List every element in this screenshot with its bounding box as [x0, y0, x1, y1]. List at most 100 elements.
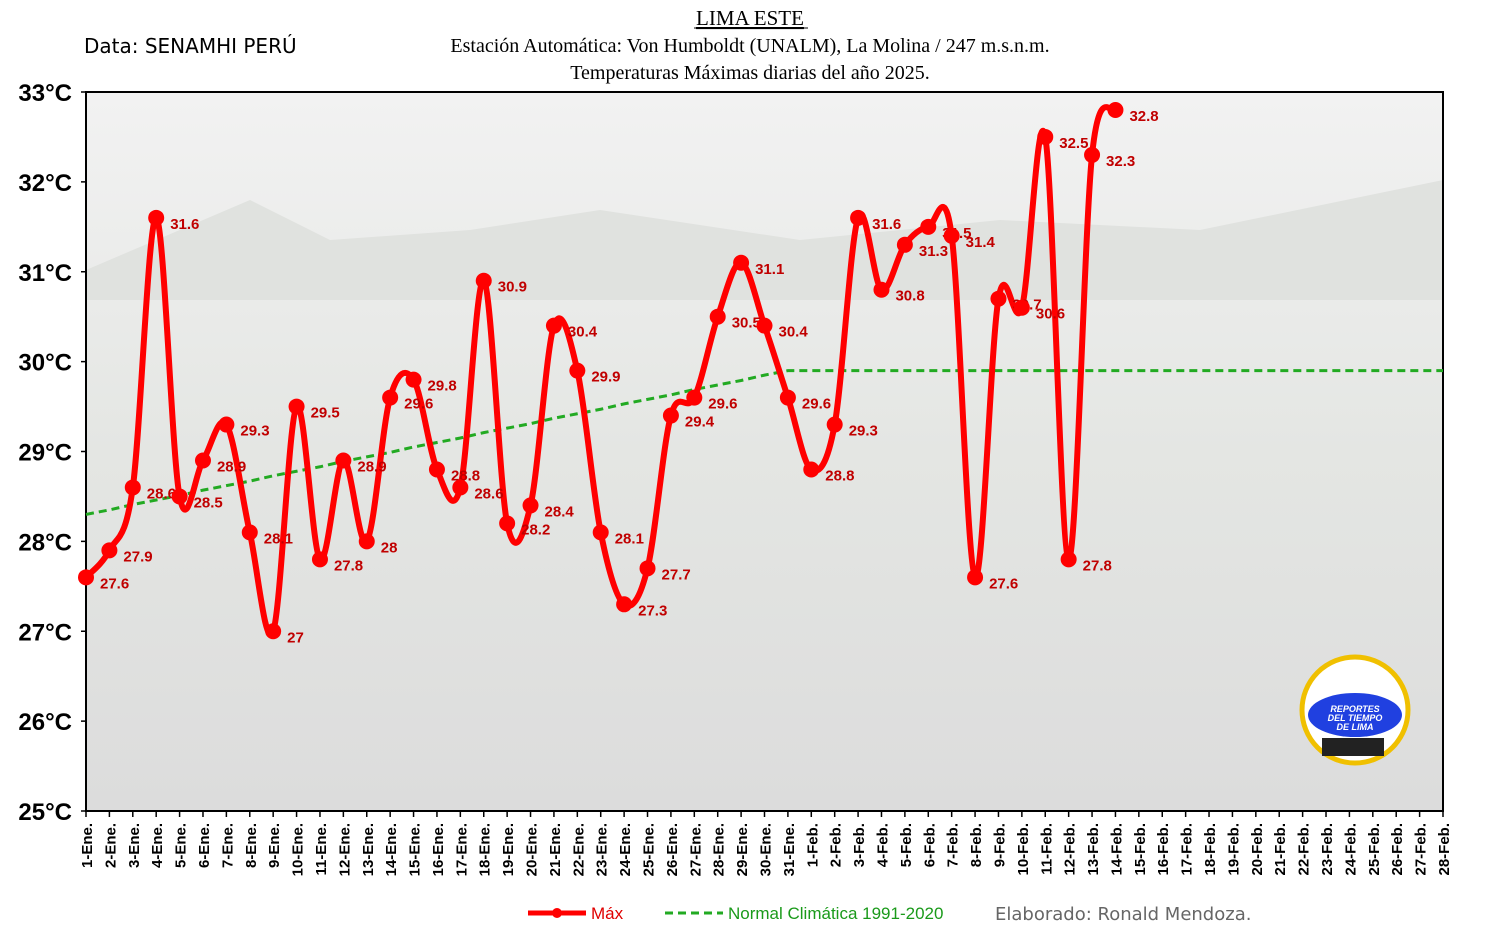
- data-label: 31.4: [966, 234, 996, 251]
- x-tick-label: 16-Ene.: [430, 823, 447, 876]
- x-tick-label: 19-Feb.: [1225, 823, 1242, 876]
- data-label: 28.1: [615, 530, 644, 547]
- data-label: 28.4: [545, 503, 575, 520]
- x-tick-label: 9-Ene.: [266, 823, 283, 868]
- data-label: 28.1: [264, 530, 293, 547]
- logo-ellipse: [1308, 693, 1402, 737]
- data-label: 29.3: [849, 423, 878, 440]
- point: [148, 209, 165, 226]
- chart-title: LIMA ESTE: [696, 6, 804, 30]
- legend-label: Máx: [591, 904, 624, 923]
- legend-label: Normal Climática 1991-2020: [728, 904, 943, 923]
- x-tick-label: 1-Feb.: [804, 823, 821, 867]
- x-tick-label: 31-Ene.: [781, 823, 798, 876]
- y-tick-label: 27°C: [18, 619, 72, 646]
- x-tick-label: 7-Feb.: [945, 823, 962, 867]
- data-label: 31.6: [872, 216, 901, 233]
- x-tick-label: 2-Ene.: [102, 823, 119, 868]
- logo-text: DE LIMA: [1337, 722, 1374, 732]
- x-tick-label: 29-Ene.: [734, 823, 751, 876]
- x-tick-label: 1-Ene.: [79, 823, 96, 868]
- data-label: 29.6: [404, 396, 433, 413]
- data-label: 29.6: [708, 396, 737, 413]
- x-tick-label: 4-Ene.: [149, 823, 166, 868]
- logo: REPORTES DEL TIEMPO DE LIMA: [1299, 654, 1411, 766]
- x-tick-label: 21-Feb.: [1272, 823, 1289, 876]
- data-label: 29.8: [428, 378, 457, 395]
- y-tick-label: 31°C: [18, 260, 72, 287]
- data-label: 27.8: [334, 557, 363, 574]
- data-label: 29.4: [685, 414, 715, 431]
- point: [803, 461, 820, 478]
- x-tick-label: 9-Feb.: [991, 823, 1008, 867]
- x-tick-label: 27-Feb.: [1413, 823, 1430, 876]
- data-label: 29.6: [802, 396, 831, 413]
- x-tick-label: 15-Ene.: [407, 823, 424, 876]
- point: [218, 416, 235, 433]
- x-tick-label: 19-Ene.: [500, 823, 517, 876]
- y-tick-label: 29°C: [18, 440, 72, 467]
- data-label: 29.3: [240, 423, 269, 440]
- data-label: 27.8: [1083, 557, 1112, 574]
- data-label: 30.4: [568, 324, 598, 341]
- point: [358, 533, 375, 550]
- x-tick-label: 25-Ene.: [641, 823, 658, 876]
- point: [896, 236, 913, 253]
- subtitle: Temperaturas Máximas diarias del año 202…: [570, 62, 930, 84]
- x-tick-label: 13-Feb.: [1085, 823, 1102, 876]
- point: [428, 461, 445, 478]
- x-tick-label: 3-Feb.: [851, 823, 868, 867]
- point: [1060, 551, 1077, 568]
- x-tick-label: 10-Feb.: [1015, 823, 1032, 876]
- point: [1013, 299, 1030, 316]
- data-label: 32.3: [1106, 153, 1135, 170]
- x-tick-label: 22-Feb.: [1296, 823, 1313, 876]
- y-tick-label: 26°C: [18, 709, 72, 736]
- x-tick-label: 5-Feb.: [898, 823, 915, 867]
- point: [522, 497, 539, 514]
- legend-item: Máx: [528, 904, 624, 923]
- x-tick-label: 2-Feb.: [828, 823, 845, 867]
- x-tick-label: 12-Feb.: [1062, 823, 1079, 876]
- x-tick-label: 25-Feb.: [1366, 823, 1383, 876]
- y-tick-label: 28°C: [18, 529, 72, 556]
- data-label: 28.6: [147, 485, 176, 502]
- point: [662, 407, 679, 424]
- data-label: 27.9: [123, 548, 152, 565]
- data-label: 27.7: [662, 566, 691, 583]
- x-tick-label: 6-Feb.: [921, 823, 938, 867]
- x-tick-label: 24-Ene.: [617, 823, 634, 876]
- data-label: 30.8: [895, 288, 924, 305]
- data-label: 30.9: [498, 279, 527, 296]
- x-tick-label: 8-Feb.: [968, 823, 985, 867]
- x-tick-label: 4-Feb.: [874, 823, 891, 867]
- x-tick-label: 17-Ene.: [453, 823, 470, 876]
- point: [194, 452, 211, 469]
- x-tick-label: 24-Feb.: [1342, 823, 1359, 876]
- point: [288, 398, 305, 415]
- point: [311, 551, 328, 568]
- legend-item: Normal Climática 1991-2020: [665, 904, 943, 923]
- x-tick-label: 8-Ene.: [243, 823, 260, 868]
- data-label: 29.5: [311, 405, 340, 422]
- point: [78, 569, 94, 586]
- x-tick-label: 28-Ene.: [711, 823, 728, 876]
- x-tick-label: 20-Feb.: [1249, 823, 1266, 876]
- x-tick-label: 5-Ene.: [173, 823, 190, 868]
- x-tick-label: 30-Ene.: [758, 823, 775, 876]
- x-tick-label: 16-Feb.: [1155, 823, 1172, 876]
- x-tick-label: 18-Feb.: [1202, 823, 1219, 876]
- x-tick-label: 27-Ene.: [687, 823, 704, 876]
- credit: Elaborado: Ronald Mendoza.: [995, 904, 1251, 925]
- x-tick-label: 15-Feb.: [1132, 823, 1149, 876]
- x-tick-label: 10-Ene.: [290, 823, 307, 876]
- point: [1107, 101, 1124, 118]
- data-label: 28.9: [357, 458, 386, 475]
- x-tick-label: 23-Feb.: [1319, 823, 1336, 876]
- x-tick-label: 3-Ene.: [126, 823, 143, 868]
- x-tick-label: 17-Feb.: [1179, 823, 1196, 876]
- x-tick-label: 18-Ene.: [477, 823, 494, 876]
- x-tick-label: 22-Ene.: [570, 823, 587, 876]
